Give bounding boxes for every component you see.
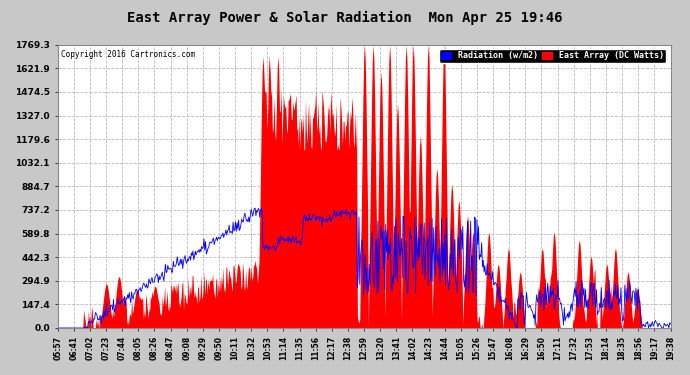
Legend: Radiation (w/m2), East Array (DC Watts): Radiation (w/m2), East Array (DC Watts) bbox=[439, 49, 667, 63]
Text: East Array Power & Solar Radiation  Mon Apr 25 19:46: East Array Power & Solar Radiation Mon A… bbox=[127, 11, 563, 26]
Text: Copyright 2016 Cartronics.com: Copyright 2016 Cartronics.com bbox=[61, 50, 195, 59]
